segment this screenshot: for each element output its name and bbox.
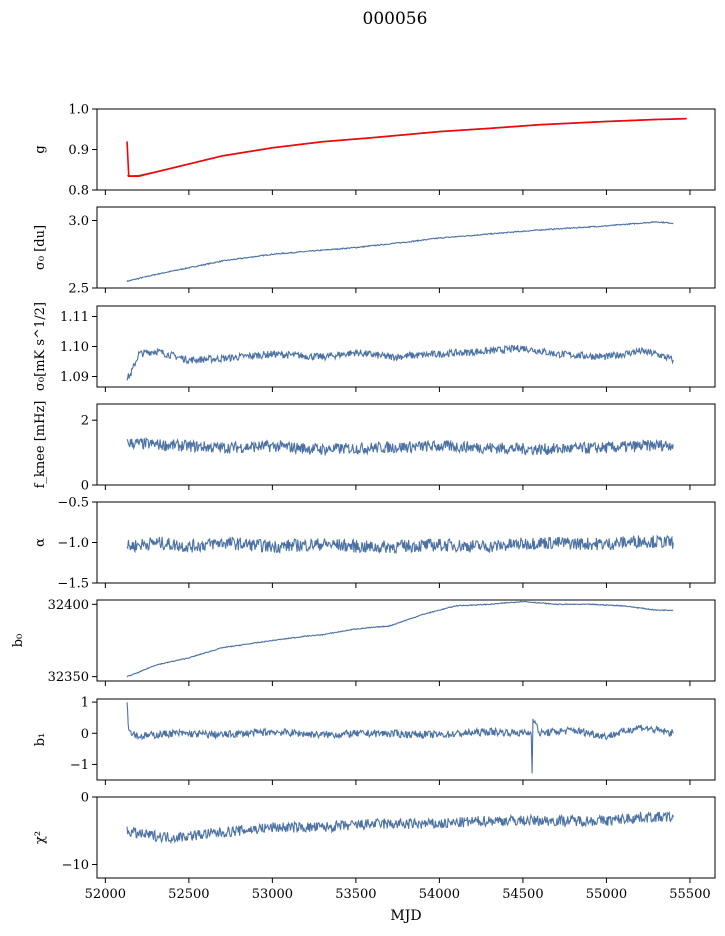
- series-line: [127, 117, 687, 177]
- y-tick-label: −10: [62, 858, 89, 873]
- x-axis: 52000 52500 53000 53500 54000 54500 55000 55500…: [85, 887, 711, 924]
- panel-1: 0.8 0.9 1.0 g: [33, 103, 716, 199]
- series-line: [126, 600, 674, 678]
- x-tick-label: 54500: [502, 887, 543, 902]
- y-tick-label: −0.5: [57, 496, 89, 511]
- x-tick-label: 52000: [85, 887, 126, 902]
- series-line: [126, 702, 674, 774]
- y-tick-label: 0: [81, 479, 89, 494]
- y-tick-label: −1.0: [57, 536, 89, 551]
- y-tick-label: 2.5: [68, 282, 89, 297]
- y-tick-label: 3.0: [68, 214, 89, 229]
- axes-frame: [96, 599, 716, 682]
- y-tick-label: −1: [70, 758, 89, 773]
- y-tick-label: 0: [81, 727, 89, 742]
- y-tick-label: 2: [81, 414, 89, 429]
- axes-frame: [96, 698, 716, 781]
- y-tick-label: 1.09: [60, 370, 89, 385]
- panel-3: 1.09 1.10 1.11 σ₀[mK s^1/2]: [33, 302, 716, 392]
- y-axis-label: b₁: [33, 733, 48, 747]
- panels: 0.8 0.9 1.0 g 2.5 3.0 σ₀ [du] 1.09 1.10 1.11 σ₀[mK…: [11, 103, 716, 883]
- panel-8: −10 0 χ²: [33, 791, 716, 883]
- y-tick-label: 0.8: [68, 184, 89, 199]
- y-axis-label: σ₀ [du]: [33, 225, 48, 270]
- y-axis-label: α: [33, 538, 48, 547]
- figure-title: 000056: [363, 9, 428, 29]
- x-tick-label: 52500: [168, 887, 209, 902]
- y-axis-label: f_knee [mHz]: [33, 401, 48, 489]
- y-axis-label: σ₀[mK s^1/2]: [33, 302, 48, 391]
- panel-5: −1.5 −1.0 −0.5 α: [33, 496, 716, 592]
- series-line: [126, 344, 674, 381]
- panel-4: 0 2 f_knee [mHz]: [33, 401, 716, 494]
- y-tick-label: 0.9: [68, 143, 89, 158]
- x-tick-label: 55500: [669, 887, 710, 902]
- y-tick-label: −1.5: [57, 577, 89, 592]
- axes-frame: [96, 206, 716, 289]
- y-tick-label: 1.11: [60, 310, 89, 325]
- panel-2: 2.5 3.0 σ₀ [du]: [33, 206, 716, 297]
- y-axis-label: b₀: [11, 634, 26, 648]
- series-line: [126, 534, 674, 555]
- y-axis-label: χ²: [33, 831, 48, 844]
- y-tick-label: 1.10: [60, 340, 89, 355]
- axes-frame: [96, 796, 716, 879]
- y-tick-label: 0: [81, 791, 89, 806]
- x-tick-label: 55000: [586, 887, 627, 902]
- x-tick-label: 53000: [252, 887, 293, 902]
- series-line: [126, 220, 674, 283]
- x-tick-label: 54000: [419, 887, 460, 902]
- y-tick-label: 1.0: [68, 103, 89, 118]
- series-line: [126, 810, 674, 845]
- axes-frame: [96, 403, 716, 486]
- x-axis-label: MJD: [390, 908, 421, 924]
- y-tick-label: 32350: [48, 670, 89, 685]
- axes-frame: [96, 305, 716, 388]
- y-tick-label: 32400: [48, 598, 89, 613]
- y-axis-label: g: [33, 145, 48, 153]
- series-line: [126, 437, 674, 457]
- y-tick-label: 1: [81, 696, 89, 711]
- panel-7: −1 0 1 b₁: [33, 696, 716, 785]
- panel-6: 32350 32400 b₀: [11, 598, 716, 686]
- x-tick-label: 53500: [335, 887, 376, 902]
- series-line: [126, 117, 687, 178]
